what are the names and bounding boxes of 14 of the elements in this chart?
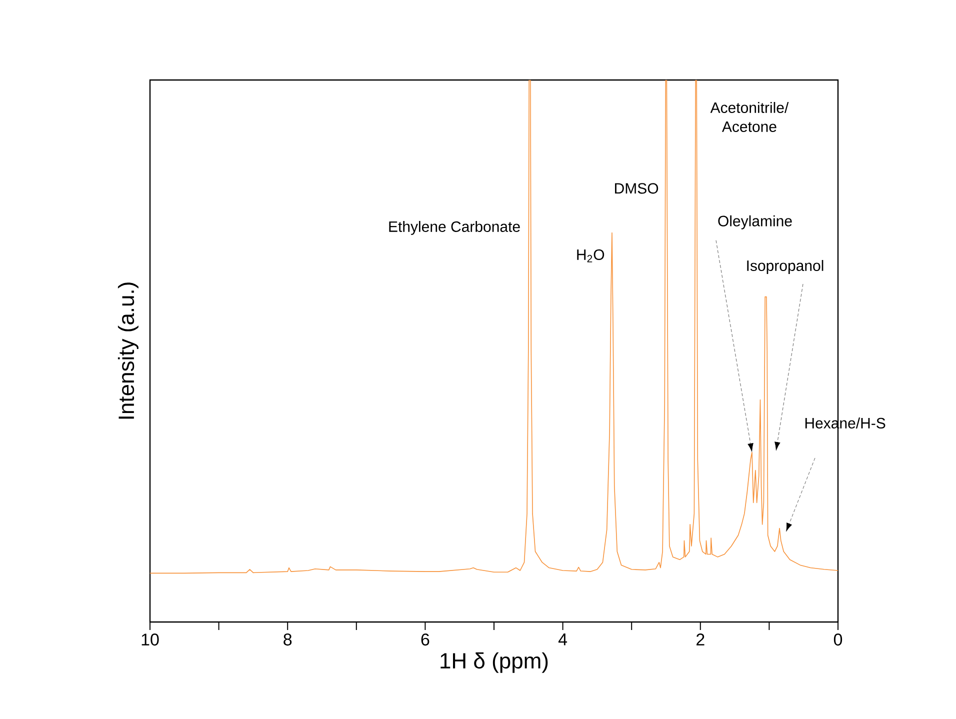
annotation: Oleylamine: [718, 215, 792, 230]
annotation: Ethylene Carbonate: [389, 220, 520, 235]
y-axis-title: Intensity (a.u.): [118, 282, 138, 419]
x-tick-label: 2: [696, 634, 704, 646]
x-axis-title: 1H δ (ppm): [440, 652, 548, 673]
annotation: H$_{2}$O: [577, 249, 604, 262]
x-tick-label: 10: [142, 634, 159, 646]
x-tick-label: 6: [421, 634, 430, 646]
x-tick-label: 8: [284, 634, 292, 646]
x-tick-label: 0: [834, 634, 842, 646]
x-tick-label: 4: [558, 634, 568, 646]
annotation: DMSO: [615, 183, 658, 194]
annotation: Isopropanol: [747, 260, 824, 274]
annotation: Acetonitrile/ Acetone: [710, 102, 789, 132]
